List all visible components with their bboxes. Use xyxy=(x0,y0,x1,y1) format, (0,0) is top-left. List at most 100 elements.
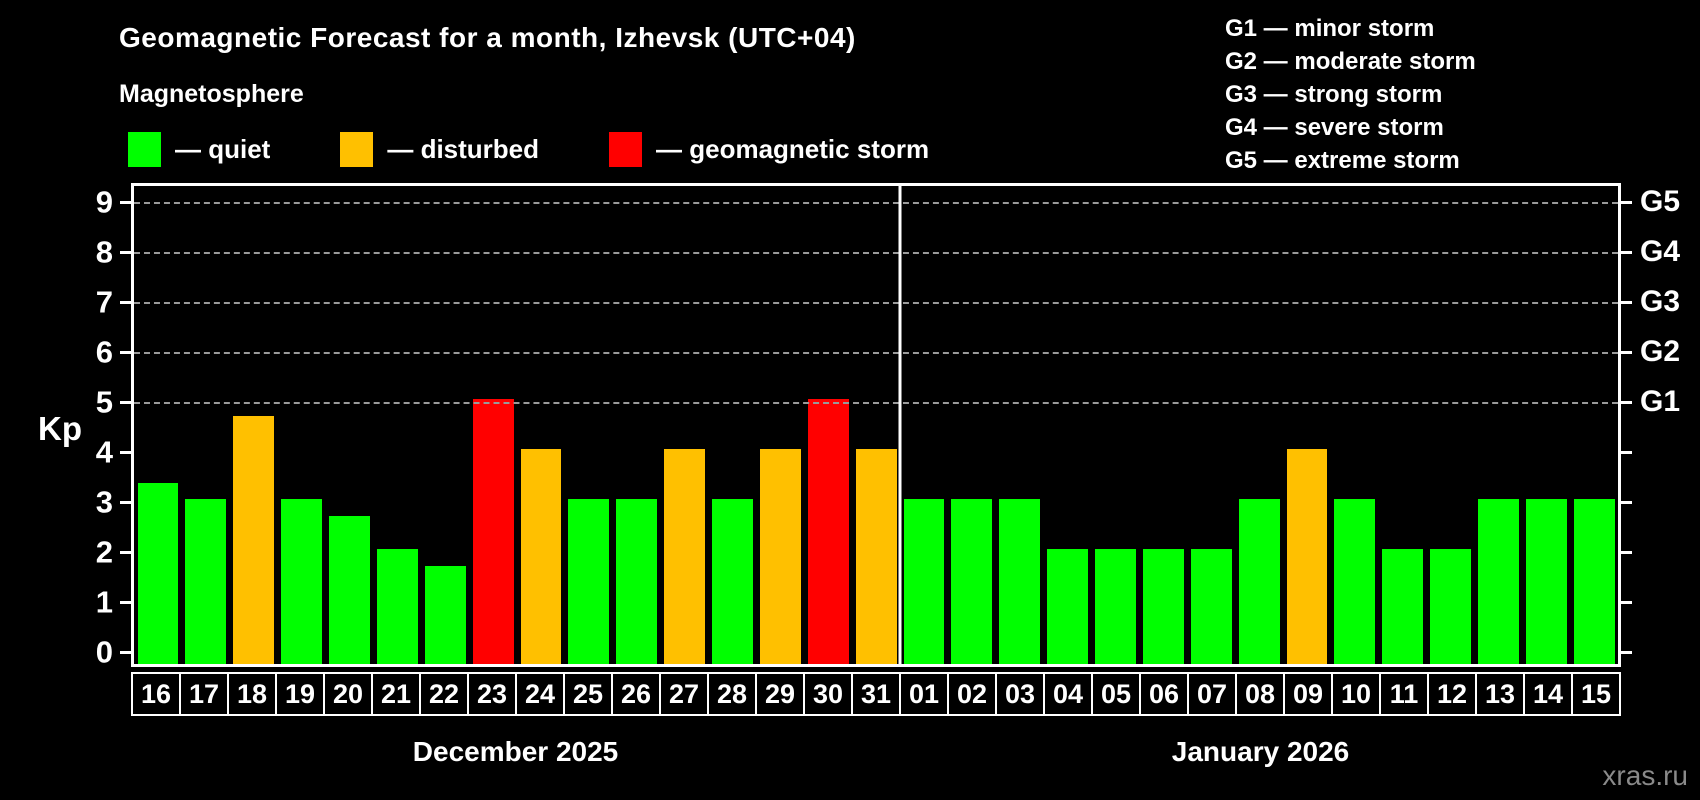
y-tick-label: 3 xyxy=(95,484,113,520)
kp-bar-jan-04 xyxy=(1047,549,1088,664)
storm-scale-line: G4 — severe storm xyxy=(1225,114,1444,141)
bar-slot-jan-10 xyxy=(1331,186,1379,664)
kp-bar-dec-31 xyxy=(855,449,897,664)
date-cell-jan-06: 06 xyxy=(1139,672,1189,716)
bar-slot-jan-05 xyxy=(1092,186,1140,664)
date-cell-dec-24: 24 xyxy=(515,672,565,716)
date-cell-dec-20: 20 xyxy=(323,672,373,716)
date-cell-dec-22: 22 xyxy=(419,672,469,716)
bar-slot-dec-17 xyxy=(182,186,230,664)
bar-slot-jan-11 xyxy=(1379,186,1427,664)
kp-bar-dec-30 xyxy=(807,399,849,664)
kp-bar-jan-12 xyxy=(1430,549,1471,664)
date-cell-dec-31: 31 xyxy=(851,672,901,716)
kp-bar-jan-08 xyxy=(1238,499,1280,664)
y-tick-mark xyxy=(120,600,131,604)
y-tick-mark xyxy=(120,500,131,504)
bar-slot-dec-30 xyxy=(804,186,852,664)
bar-slot-jan-04 xyxy=(1044,186,1092,664)
legend-label-quiet: — quiet xyxy=(175,134,271,164)
bar-slot-dec-28 xyxy=(709,186,757,664)
bar-slot-dec-21 xyxy=(373,186,421,664)
legend-item-quiet: — quiet xyxy=(128,132,270,167)
kp-bar-jan-01 xyxy=(903,499,945,664)
date-cell-dec-19: 19 xyxy=(275,672,325,716)
bar-slot-dec-24 xyxy=(517,186,565,664)
storm-scale-line: G3 — strong storm xyxy=(1225,81,1443,108)
y-tick-label: 0 xyxy=(95,634,113,670)
date-cell-jan-13: 13 xyxy=(1475,672,1525,716)
date-cell-jan-02: 02 xyxy=(947,672,997,716)
bar-slot-dec-22 xyxy=(421,186,469,664)
kp-bar-jan-02 xyxy=(951,499,993,664)
bar-slot-dec-16 xyxy=(134,186,182,664)
month-label-december: December 2025 xyxy=(412,736,619,767)
date-cell-jan-15: 15 xyxy=(1571,672,1621,716)
bar-slot-jan-09 xyxy=(1283,186,1331,664)
gridline-kp6 xyxy=(134,352,1618,354)
bar-slot-dec-29 xyxy=(756,186,804,664)
g-level-label-g4: G4 xyxy=(1640,235,1681,268)
watermark: xras.ru xyxy=(1602,760,1688,791)
right-tick-mark xyxy=(1621,450,1632,454)
g-level-label-g5: G5 xyxy=(1640,185,1681,218)
y-tick-label: 5 xyxy=(95,384,113,420)
month-divider xyxy=(898,186,902,664)
bars-container xyxy=(134,186,1618,664)
y-tick-mark xyxy=(120,400,131,404)
y-tick-label: 2 xyxy=(95,534,113,570)
kp-bar-jan-15 xyxy=(1573,499,1615,664)
kp-bar-dec-29 xyxy=(759,449,801,664)
date-cell-jan-09: 09 xyxy=(1283,672,1333,716)
y-tick-label: 8 xyxy=(95,234,113,270)
gridline-kp8 xyxy=(134,252,1618,254)
date-cell-jan-03: 03 xyxy=(995,672,1045,716)
date-cell-dec-28: 28 xyxy=(707,672,757,716)
date-cell-dec-29: 29 xyxy=(755,672,805,716)
y-tick-mark xyxy=(120,650,131,654)
right-tick-mark xyxy=(1621,650,1632,654)
kp-bar-dec-26 xyxy=(616,499,658,664)
gridline-kp7 xyxy=(134,302,1618,304)
legend-label-storm: — geomagnetic storm xyxy=(656,134,930,164)
right-tick-mark xyxy=(1621,600,1632,604)
g-level-label-g2: G2 xyxy=(1640,335,1681,368)
disturbed-color-swatch xyxy=(340,132,374,167)
date-cell-dec-26: 26 xyxy=(611,672,661,716)
date-cell-jan-07: 07 xyxy=(1187,672,1237,716)
plot-area xyxy=(131,183,1621,667)
date-cell-dec-30: 30 xyxy=(803,672,853,716)
bar-slot-dec-27 xyxy=(661,186,709,664)
kp-bar-jan-06 xyxy=(1142,549,1184,664)
y-tick-label: 4 xyxy=(95,434,113,470)
kp-bar-dec-25 xyxy=(568,499,610,664)
legend-item-disturbed: — disturbed xyxy=(340,132,539,167)
right-tick-mark xyxy=(1621,300,1632,304)
storm-scale-legend: G1 — minor storm G2 — moderate storm G3 — … xyxy=(1225,12,1476,177)
date-cell-dec-17: 17 xyxy=(179,672,229,716)
date-cell-jan-04: 04 xyxy=(1043,672,1093,716)
bar-slot-dec-26 xyxy=(613,186,661,664)
y-tick-mark xyxy=(120,300,131,304)
y-tick-mark xyxy=(120,350,131,354)
kp-bar-jan-09 xyxy=(1286,449,1328,664)
y-tick-label: 9 xyxy=(95,184,113,220)
date-cell-dec-21: 21 xyxy=(371,672,421,716)
kp-bar-jan-10 xyxy=(1334,499,1376,664)
bar-slot-jan-15 xyxy=(1570,186,1618,664)
kp-bar-dec-24 xyxy=(520,449,562,664)
bar-slot-jan-03 xyxy=(996,186,1044,664)
g-level-label-g1: G1 xyxy=(1640,385,1681,418)
date-cell-dec-25: 25 xyxy=(563,672,613,716)
bar-slot-jan-13 xyxy=(1475,186,1523,664)
bar-slot-jan-01 xyxy=(900,186,948,664)
bar-slot-dec-18 xyxy=(230,186,278,664)
bar-slot-dec-20 xyxy=(326,186,374,664)
kp-bar-jan-03 xyxy=(999,499,1041,664)
kp-bar-dec-19 xyxy=(281,499,322,664)
right-tick-mark xyxy=(1621,250,1632,254)
bar-slot-jan-07 xyxy=(1187,186,1235,664)
date-cell-dec-16: 16 xyxy=(131,672,181,716)
bar-slot-dec-23 xyxy=(469,186,517,664)
kp-bar-dec-21 xyxy=(376,549,418,664)
